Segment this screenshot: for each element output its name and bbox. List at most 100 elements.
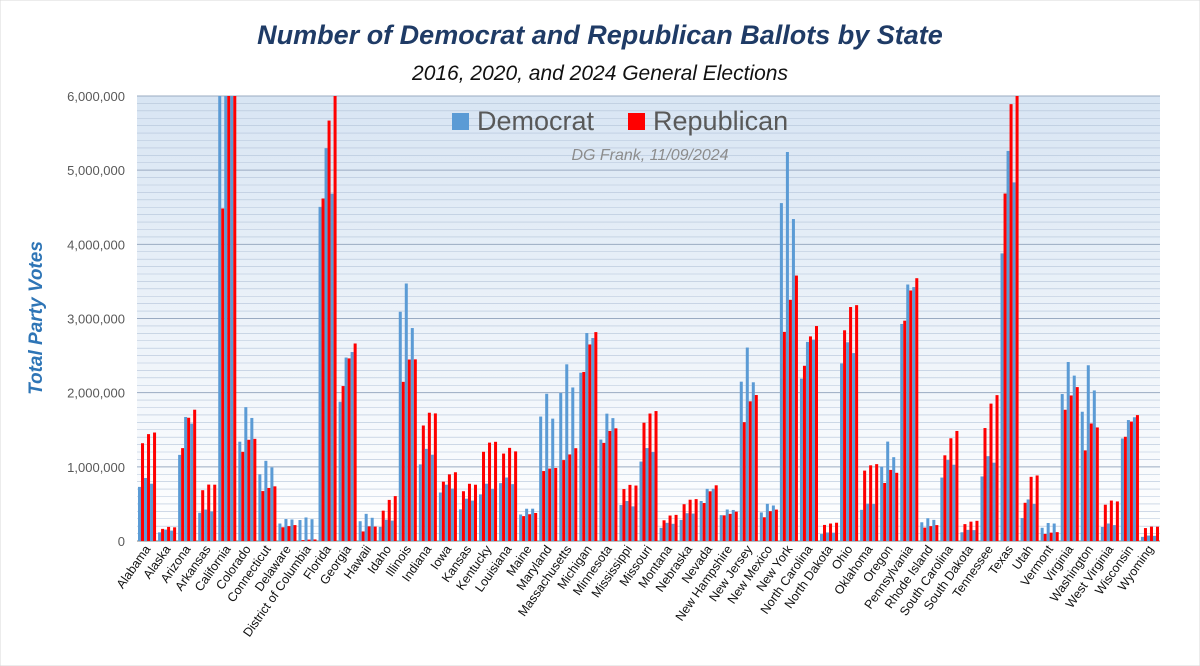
bar-republican [207, 484, 211, 541]
legend-entry-republican: Republican [628, 106, 788, 137]
bar-democrat [458, 509, 462, 541]
bar-republican [814, 326, 818, 541]
bar-republican [674, 514, 678, 541]
bar-democrat [605, 413, 609, 541]
bar-democrat [665, 522, 669, 541]
bar-democrat [250, 417, 254, 541]
bar-democrat [920, 522, 924, 541]
bar-democrat [164, 529, 168, 541]
bar-democrat [224, 96, 228, 541]
bar-democrat [519, 514, 523, 541]
bar-democrat [531, 508, 535, 541]
bar-republican [293, 525, 297, 541]
bar-republican [883, 482, 887, 541]
bar-democrat [972, 530, 976, 541]
bar-democrat [1080, 411, 1084, 541]
bar-republican [241, 451, 245, 541]
bar-democrat [1060, 394, 1064, 541]
bar-republican [441, 481, 445, 541]
bar-republican [802, 365, 806, 541]
bar-republican [875, 464, 879, 541]
bar-republican [903, 320, 907, 541]
bar-republican [588, 344, 592, 541]
bar-democrat [370, 517, 374, 541]
bar-republican [1103, 504, 1107, 541]
bar-democrat [378, 526, 382, 541]
bar-republican [1063, 409, 1067, 541]
bar-republican [929, 526, 933, 541]
bar-republican [1055, 532, 1059, 541]
bar-democrat [238, 441, 242, 541]
bar-democrat [906, 284, 910, 541]
bar-republican [594, 332, 598, 541]
bar-democrat [565, 364, 569, 541]
bar-democrat [278, 523, 282, 541]
bar-democrat [338, 401, 342, 541]
bar-republican [413, 359, 417, 541]
bar-republican [213, 484, 217, 541]
bar-republican [708, 491, 712, 541]
bar-democrat [659, 527, 663, 541]
bar-republican [281, 527, 285, 541]
bar-democrat [390, 520, 394, 541]
y-tick-label: 4,000,000 [67, 237, 125, 252]
chart-annotation: DG Frank, 11/09/2024 [571, 147, 729, 164]
bar-republican [173, 527, 177, 541]
bar-democrat [826, 532, 830, 541]
bar-republican [688, 499, 692, 541]
bar-democrat [946, 460, 950, 541]
bar-democrat [811, 339, 815, 541]
bar-democrat [980, 476, 984, 541]
bar-republican [889, 469, 893, 541]
bar-democrat [1066, 361, 1070, 541]
bar-democrat [178, 454, 182, 541]
bar-democrat [1012, 182, 1016, 541]
bar-democrat [491, 488, 495, 541]
bar-republican [1023, 502, 1027, 541]
bar-republican [313, 539, 317, 541]
bar-democrat [631, 506, 635, 541]
bar-democrat [464, 498, 468, 541]
bar-democrat [751, 382, 755, 541]
bar-democrat [1032, 503, 1036, 541]
bar-republican [261, 491, 265, 541]
bar-republican [1135, 415, 1139, 541]
bar-republican [628, 484, 632, 541]
bar-republican [1029, 476, 1033, 541]
bar-democrat [771, 505, 775, 541]
bar-republican [494, 441, 498, 541]
legend-label-democrat: Democrat [477, 105, 595, 136]
bar-democrat [450, 488, 454, 541]
bar-democrat [759, 512, 763, 541]
bar-republican [794, 275, 798, 541]
bar-democrat [639, 461, 643, 541]
bar-republican [253, 438, 257, 541]
bar-republican [843, 330, 847, 541]
bar-republican [823, 524, 827, 541]
bar-democrat [992, 462, 996, 541]
bar-republican [602, 442, 606, 541]
bar-democrat [731, 509, 735, 541]
bar-republican [321, 198, 325, 542]
bar-democrat [404, 283, 408, 541]
bar-republican [1003, 193, 1007, 541]
bar-republican [461, 491, 465, 541]
bar-democrat [444, 484, 448, 541]
bar-republican [915, 278, 919, 541]
bar-republican [668, 515, 672, 541]
bar-democrat [745, 347, 749, 541]
bar-republican [508, 447, 512, 541]
bar-republican [949, 438, 953, 541]
bar-republican [373, 526, 377, 541]
bar-republican [742, 422, 746, 541]
bar-democrat [866, 503, 870, 541]
bar-republican [433, 413, 437, 541]
bar-democrat [719, 515, 723, 541]
bar-republican [1149, 526, 1153, 541]
bar-democrat [585, 333, 589, 541]
bar-republican [835, 522, 839, 541]
bar-republican [473, 484, 477, 541]
bar-republican [488, 442, 492, 541]
bar-democrat [284, 519, 288, 541]
